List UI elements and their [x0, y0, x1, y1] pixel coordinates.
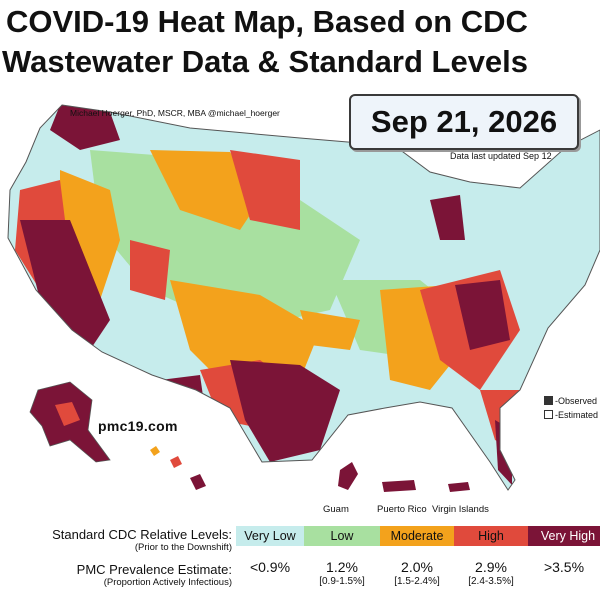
prevalence-value: 2.0%	[401, 559, 433, 575]
observed-key: -Observed	[544, 396, 597, 406]
prevalence-high: 2.9% [2.4-3.5%]	[454, 559, 528, 588]
prevalence-moderate: 2.0% [1.5-2.4%]	[380, 559, 454, 588]
title-line-1: COVID-19 Heat Map, Based on CDC	[6, 4, 528, 39]
prevalence-very-high: >3.5%	[528, 559, 600, 588]
level-moderate: Moderate	[380, 526, 454, 546]
prevalence-low: 1.2% [0.9-1.5%]	[304, 559, 380, 588]
puerto-rico-label: Puerto Rico	[377, 504, 427, 515]
level-very-high: Very High	[528, 526, 600, 546]
us-heat-map	[7, 104, 600, 492]
levels-legend: Very Low Low Moderate High Very High	[236, 526, 600, 546]
prevalence-value: 2.9%	[475, 559, 507, 575]
level-low: Low	[304, 526, 380, 546]
estimated-square-icon	[544, 410, 553, 419]
virgin-islands-label: Virgin Islands	[432, 504, 489, 515]
title-line-2: Wastewater Data & Standard Levels	[2, 44, 529, 79]
prevalence-range: [1.5-2.4%]	[394, 576, 440, 587]
estimated-key-label: -Estimated	[555, 410, 599, 420]
prevalence-sublabel: (Proportion Actively Infectious)	[103, 577, 232, 588]
prevalence-range: [0.9-1.5%]	[319, 576, 365, 587]
prevalence-value: 1.2%	[326, 559, 358, 575]
level-very-low: Very Low	[236, 526, 304, 546]
guam-label: Guam	[323, 504, 349, 515]
prevalence-legend-label: PMC Prevalence Estimate: (Proportion Act…	[0, 563, 232, 589]
estimated-key: -Estimated	[544, 410, 598, 420]
observed-key-label: -Observed	[555, 396, 598, 406]
level-high: High	[454, 526, 528, 546]
levels-label: Standard CDC Relative Levels:	[52, 527, 232, 542]
prevalence-legend: <0.9% 1.2% [0.9-1.5%] 2.0% [1.5-2.4%] 2.…	[236, 559, 600, 588]
levels-legend-label: Standard CDC Relative Levels: (Prior to …	[0, 528, 232, 554]
date-badge: Sep 21, 2026	[349, 94, 579, 150]
data-updated-note: Data last updated Sep 12	[450, 151, 552, 161]
page-title: COVID-19 Heat Map, Based on CDC Wastewat…	[0, 2, 600, 82]
observed-square-icon	[544, 396, 553, 405]
prevalence-label: PMC Prevalence Estimate:	[76, 562, 232, 577]
prevalence-range: [2.4-3.5%]	[468, 576, 514, 587]
prevalence-value: >3.5%	[543, 559, 585, 575]
author-credit: Michael Hoerger, PhD, MSCR, MBA @michael…	[70, 108, 280, 118]
levels-sublabel: (Prior to the Downshift)	[134, 542, 232, 553]
prevalence-value: <0.9%	[249, 559, 291, 575]
website-label: pmc19.com	[98, 418, 178, 434]
prevalence-very-low: <0.9%	[236, 559, 304, 588]
